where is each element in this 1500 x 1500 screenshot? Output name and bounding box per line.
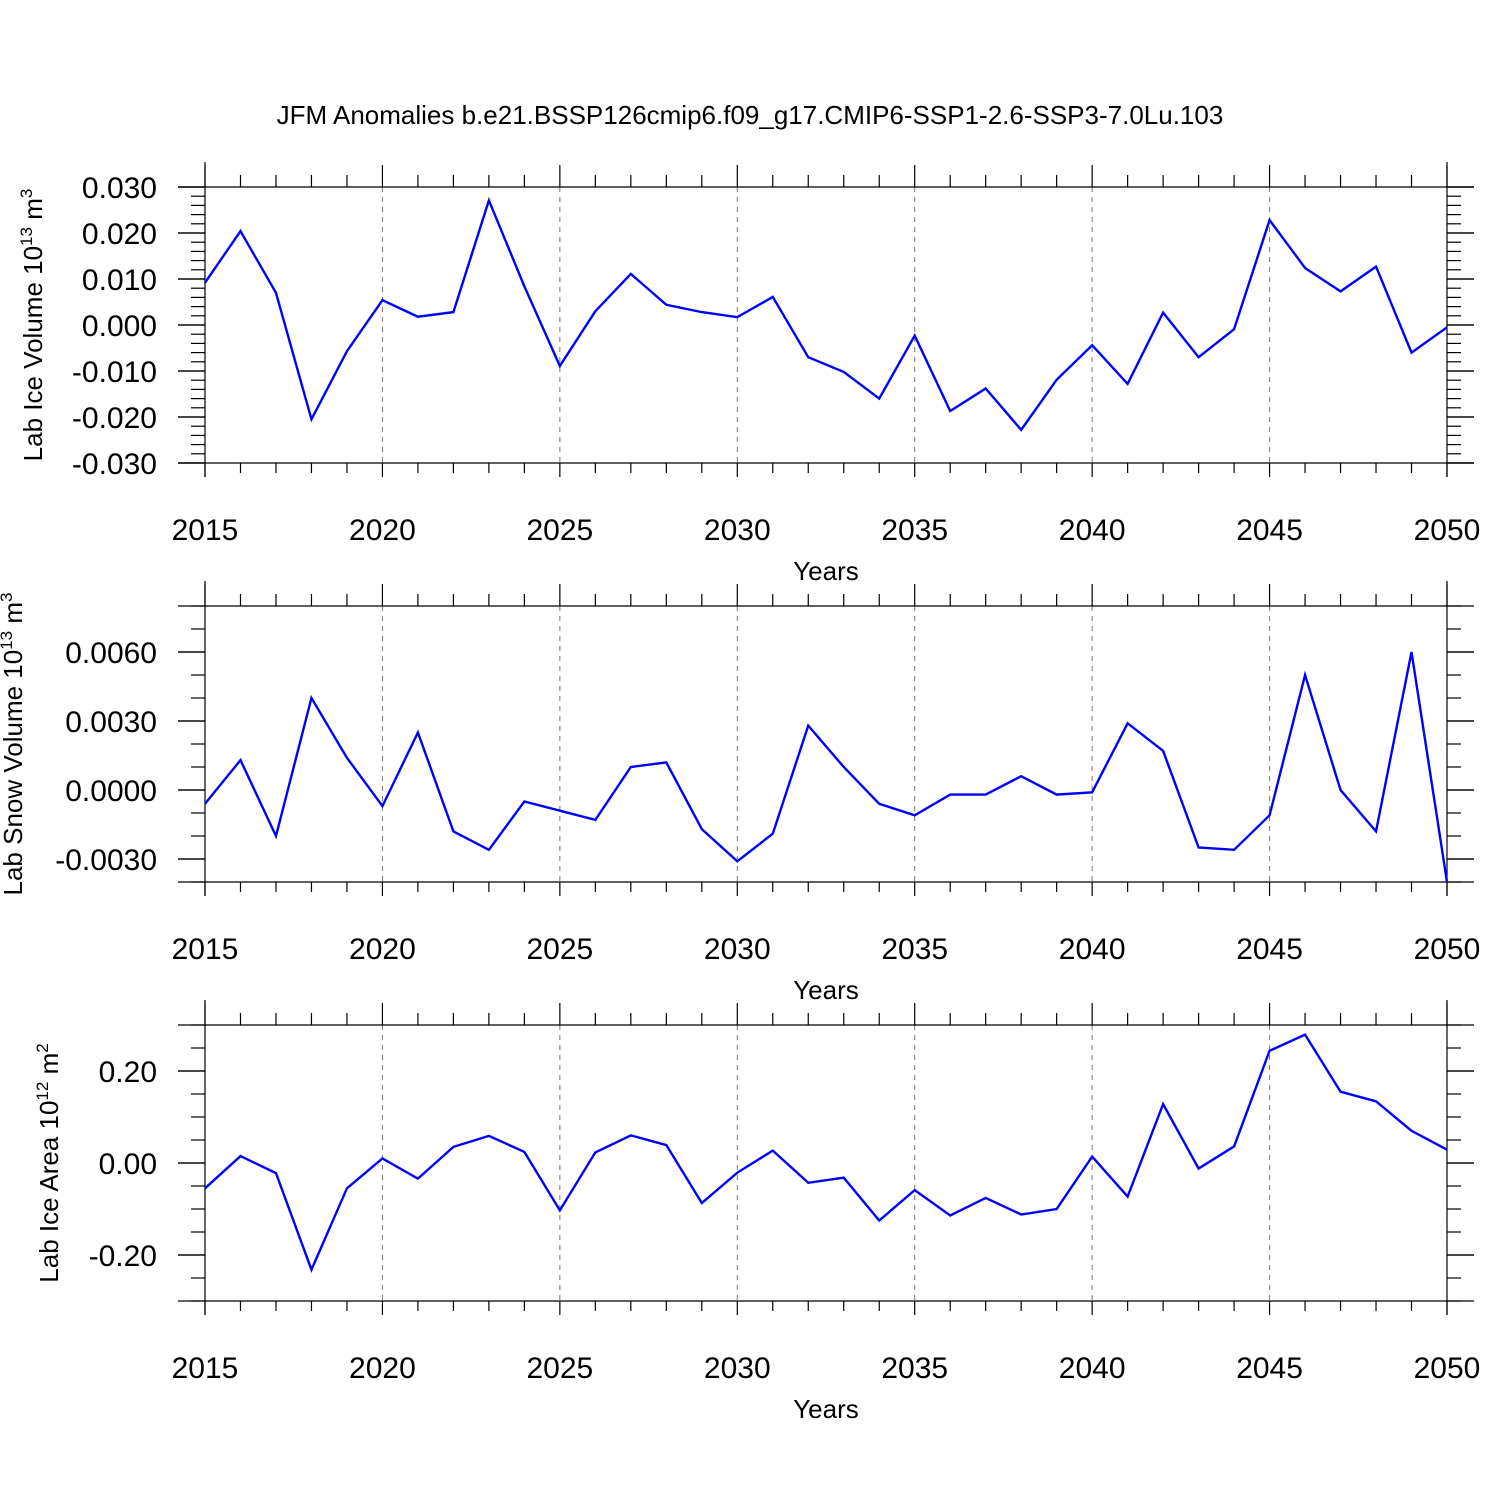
y-tick-label: 0.0000: [65, 775, 157, 808]
y-tick-label: 0.010: [82, 264, 157, 297]
chart-panel-1: -0.030 -0.020 -0.010 0.000 0.010 0.020 0.030 20…: [17, 162, 1480, 586]
series-line-lab-snow-volume: [204, 651, 1449, 883]
x-tick-label: 2045: [1236, 1352, 1303, 1385]
y-tick-label: 0.0060: [65, 637, 157, 670]
y-axis-label: Lab Ice Volume 1013 m3: [17, 189, 48, 462]
y-tick-label: -0.020: [72, 402, 157, 435]
y-tick-label: -0.0030: [55, 844, 157, 877]
y-tick-label: 0.00: [99, 1148, 157, 1181]
x-tick-label: 2025: [526, 514, 593, 547]
x-tick-label: 2030: [704, 514, 771, 547]
x-tick-label: 2020: [349, 514, 416, 547]
x-tick-label: 2035: [881, 514, 948, 547]
x-tick-label: 2025: [526, 1352, 593, 1385]
x-tick-label: 2040: [1059, 1352, 1126, 1385]
y-axis-label: Lab Snow Volume 1013 m3: [0, 592, 28, 895]
x-tick-label: 2035: [881, 1352, 948, 1385]
x-tick-label: 2025: [526, 933, 593, 966]
x-tick-label: 2035: [881, 933, 948, 966]
x-tick-label: 2050: [1414, 933, 1481, 966]
x-tick-label: 2015: [172, 1352, 239, 1385]
x-tick-label: 2050: [1414, 1352, 1481, 1385]
x-tick-label: 2040: [1059, 933, 1126, 966]
x-axis-label: Years: [793, 975, 859, 1005]
x-tick-label: 2045: [1236, 514, 1303, 547]
series-line-lab-ice-volume: [204, 196, 1448, 432]
x-tick-label: 2045: [1236, 933, 1303, 966]
x-axis-label: Years: [793, 1394, 859, 1424]
x-tick-label: 2030: [704, 933, 771, 966]
x-axis-label: Years: [793, 556, 859, 586]
y-tick-label: 0.030: [82, 172, 157, 205]
x-tick-label: 2030: [704, 1352, 771, 1385]
figure-title: JFM Anomalies b.e21.BSSP126cmip6.f09_g17…: [277, 100, 1224, 130]
x-tick-label: 2040: [1059, 514, 1126, 547]
chart-panel-3: -0.20 0.00 0.20 2015 2020 2025 2030 2035 2040 204…: [33, 1000, 1480, 1424]
chart-panel-2: -0.0030 0.0000 0.0030 0.0060 2015 2020 2025 203…: [0, 581, 1480, 1005]
x-tick-label: 2020: [349, 933, 416, 966]
y-tick-label: 0.000: [82, 310, 157, 343]
y-tick-label: 0.0030: [65, 706, 157, 739]
x-tick-label: 2020: [349, 1352, 416, 1385]
y-tick-label: 0.020: [82, 218, 157, 251]
x-tick-label: 2015: [172, 933, 239, 966]
series-line-lab-ice-area: [204, 1033, 1448, 1273]
y-tick-label: -0.20: [89, 1240, 157, 1273]
y-axis-label: Lab Ice Area 1012 m2: [33, 1043, 64, 1282]
y-tick-label: -0.030: [72, 448, 157, 481]
y-tick-label: 0.20: [99, 1056, 157, 1089]
x-tick-label: 2050: [1414, 514, 1481, 547]
y-tick-label: -0.010: [72, 356, 157, 389]
x-tick-label: 2015: [172, 514, 239, 547]
